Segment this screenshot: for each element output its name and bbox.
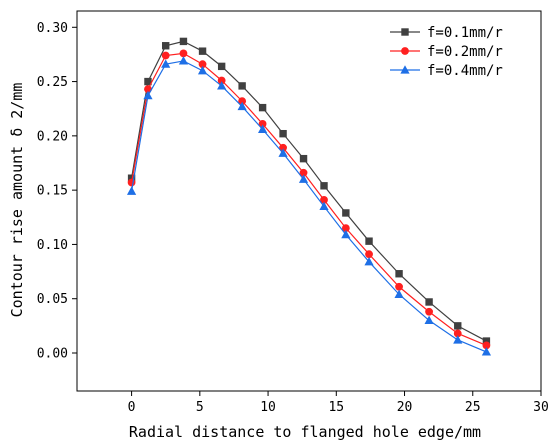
- data-point-series-3: [453, 335, 463, 344]
- data-point-series-1: [238, 82, 246, 90]
- data-point-series-2: [320, 196, 328, 204]
- data-point-series-1: [217, 62, 226, 71]
- plot-area: 0 5 10 15 20 25 30 0.00 0.05 0.10 0.15 0.20 0.25 0.30: [37, 10, 549, 415]
- legend-label-3: f=0.4mm/r: [427, 63, 503, 79]
- x-tick-label: 20: [397, 400, 413, 415]
- data-point-series-2: [179, 49, 188, 58]
- data-point-series-1: [198, 47, 207, 55]
- data-point-series-2: [365, 250, 373, 259]
- data-point-series-1: [425, 298, 433, 306]
- data-point-series-3: [161, 59, 171, 68]
- data-point-series-3: [298, 174, 309, 183]
- data-point-series-3: [197, 65, 208, 75]
- data-point-series-1: [482, 337, 491, 345]
- data-point-series-3: [424, 315, 434, 325]
- legend-marker-1: [401, 28, 409, 36]
- data-point-series-3: [481, 347, 492, 356]
- x-tick-label: 30: [533, 400, 549, 415]
- x-tick-label: 10: [260, 400, 276, 415]
- data-point-series-3: [237, 101, 247, 111]
- data-point-series-1: [365, 237, 373, 245]
- legend: f=0.1mm/r f=0.2mm/r f=0.4mm/r: [390, 25, 503, 79]
- data-point-series-1: [395, 270, 403, 278]
- x-tick-label: 25: [465, 400, 481, 415]
- y-tick-label: 0.25: [37, 75, 68, 90]
- data-point-series-3: [278, 148, 288, 157]
- data-point-series-3: [178, 56, 189, 65]
- legend-label-2: f=0.2mm/r: [427, 44, 503, 60]
- y-tick-label: 0.05: [37, 292, 68, 307]
- y-tick-label: 0.00: [37, 347, 68, 362]
- data-point-series-2: [279, 143, 287, 152]
- data-point-series-2: [341, 224, 350, 233]
- data-point-series-1: [454, 322, 462, 330]
- data-point-series-1: [127, 174, 136, 182]
- legend-marker-2: [401, 47, 409, 55]
- data-point-series-3: [258, 124, 268, 133]
- data-point-series-2: [395, 282, 403, 291]
- data-point-series-1: [299, 154, 308, 163]
- data-point-series-2: [453, 329, 462, 338]
- data-point-series-3: [319, 201, 329, 211]
- data-point-series-2: [299, 168, 308, 177]
- data-point-series-2: [198, 60, 207, 69]
- data-point-series-1: [144, 77, 152, 86]
- plot-frame: [76, 10, 542, 392]
- data-point-series-3: [394, 289, 404, 298]
- x-tick-label: 15: [328, 400, 344, 415]
- x-tick-label: 0: [128, 400, 136, 415]
- series-line-1: [130, 40, 487, 342]
- data-point-series-2: [161, 51, 170, 60]
- data-point-series-1: [279, 129, 287, 138]
- legend-marker-3: [400, 65, 410, 74]
- data-point-series-1: [342, 209, 350, 217]
- data-point-series-1: [179, 37, 188, 46]
- data-point-series-1: [258, 103, 267, 112]
- data-point-series-2: [425, 307, 433, 316]
- data-point-series-3: [341, 229, 351, 239]
- data-point-series-2: [258, 120, 267, 128]
- y-tick-label: 0.30: [37, 21, 68, 36]
- data-point-series-3: [143, 90, 153, 100]
- data-point-series-2: [482, 341, 491, 350]
- data-point-series-1: [162, 42, 170, 50]
- data-point-series-1: [320, 182, 328, 190]
- x-axis-title: Radial distance to flanged hole edge/mm: [129, 423, 481, 441]
- legend-label-1: f=0.1mm/r: [427, 25, 503, 41]
- y-axis-title: Contour rise amount δ 2/mm: [8, 83, 26, 318]
- series-line-2: [130, 52, 487, 346]
- x-tick-label: 5: [196, 400, 204, 415]
- data-point-series-3: [364, 257, 374, 266]
- data-point-series-2: [127, 178, 136, 187]
- data-point-series-2: [217, 76, 226, 85]
- y-tick-label: 0.10: [37, 238, 68, 253]
- data-point-series-3: [126, 186, 137, 195]
- y-tick-label: 0.15: [37, 184, 68, 199]
- y-tick-label: 0.20: [37, 129, 68, 144]
- data-point-series-3: [217, 81, 227, 90]
- data-point-series-2: [238, 97, 247, 106]
- series-line-3: [130, 60, 487, 353]
